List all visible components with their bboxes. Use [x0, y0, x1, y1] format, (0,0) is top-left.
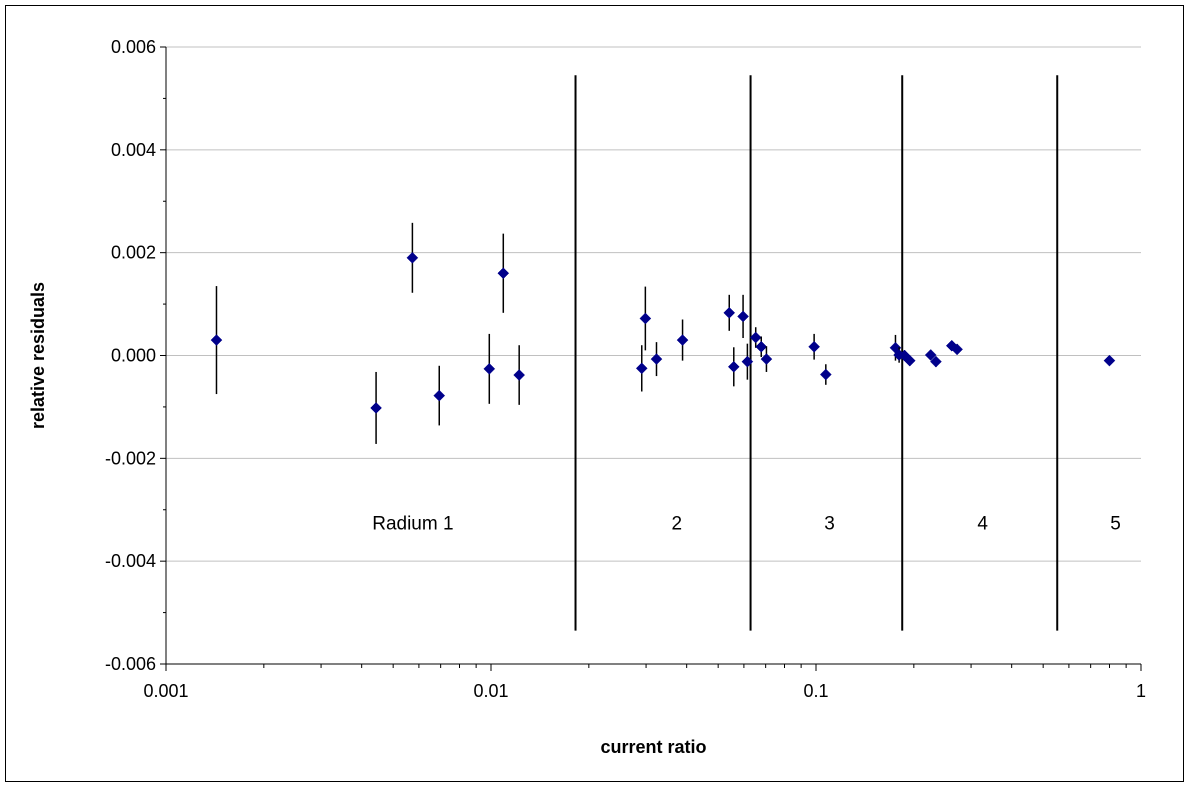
data-point-marker [635, 362, 648, 375]
data-point-marker [741, 355, 754, 368]
data-point-marker [433, 389, 446, 402]
data-point-marker [1103, 354, 1116, 367]
region-label: Radium 1 [372, 514, 453, 535]
data-point-marker [406, 251, 419, 264]
region-boundaries [574, 75, 1059, 631]
data-point-marker [723, 306, 736, 319]
data-point-marker [760, 353, 773, 365]
data-point-marker [903, 354, 916, 367]
data-point-marker [513, 369, 526, 381]
data-point-marker [497, 267, 510, 280]
data-point-marker [370, 402, 382, 414]
y-tick-label: -0.004 [105, 551, 156, 571]
data-point-marker [951, 343, 963, 356]
y-tick-label: 0.002 [111, 243, 156, 263]
x-tick-label: 0.001 [143, 681, 188, 701]
gridlines [166, 46, 1141, 562]
x-tick-label: 0.1 [803, 681, 828, 701]
y-tick-label: 0.006 [111, 37, 156, 57]
data-point-marker [727, 360, 740, 373]
data-point-marker [808, 340, 820, 353]
axes: 0.006 0.004 0.002 0.000 -0.002 -0.004 -0.006 0.… [105, 37, 1146, 701]
y-tick-label: 0.004 [111, 140, 156, 160]
x-tick-label: 0.01 [473, 681, 508, 701]
y-tick-label: -0.002 [105, 448, 156, 468]
data-point-marker [755, 340, 768, 353]
region-label: 5 [1110, 514, 1121, 535]
y-tick-label: -0.006 [105, 654, 156, 674]
data-point-marker [210, 334, 223, 346]
data-points [210, 222, 1116, 444]
data-point-marker [749, 331, 762, 344]
data-point-marker [639, 312, 652, 325]
data-point-marker [483, 363, 496, 375]
region-label: 2 [672, 514, 683, 535]
region-label: 3 [824, 514, 835, 535]
data-point-marker [737, 310, 749, 323]
data-point-marker [930, 355, 942, 368]
y-axis-title: relative residuals [28, 282, 48, 429]
data-point-marker [819, 368, 832, 381]
region-labels: Radium 1 2 3 4 5 [372, 514, 1121, 535]
data-point-marker [924, 349, 937, 361]
x-tick-label: 1 [1136, 681, 1146, 701]
chart-frame [5, 5, 1184, 782]
data-point-marker [650, 353, 663, 365]
region-label: 4 [977, 514, 988, 535]
data-point-marker [676, 334, 689, 346]
x-axis-title: current ratio [600, 737, 706, 757]
y-tick-label: 0.000 [111, 346, 156, 366]
